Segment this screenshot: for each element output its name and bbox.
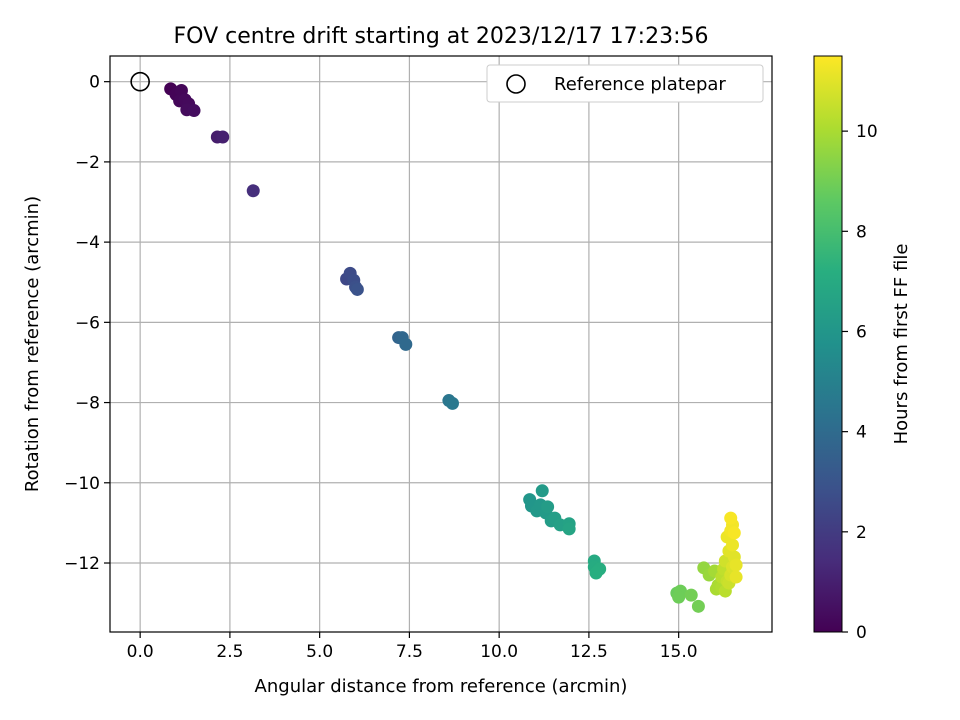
legend-label: Reference platepar xyxy=(554,74,726,95)
x-tick-label: 12.5 xyxy=(570,642,608,662)
y-tick-label: 0 xyxy=(89,73,100,93)
data-point xyxy=(729,558,743,572)
data-point xyxy=(729,570,743,584)
legend: Reference platepar xyxy=(486,64,764,103)
y-axis: 0 −2 −4 −6 −8 −10 −12 xyxy=(64,73,110,574)
data-point xyxy=(399,337,413,351)
y-tick-label: −10 xyxy=(64,474,100,494)
y-tick-label: −12 xyxy=(64,554,100,574)
colorbar: 0 2 4 6 8 10 Hours from first FF file xyxy=(813,55,912,643)
reference-point xyxy=(130,71,150,92)
y-tick-label: −2 xyxy=(75,153,100,173)
data-point xyxy=(246,184,260,198)
grid xyxy=(110,56,772,632)
x-tick-label: 10.0 xyxy=(480,642,518,662)
data-points xyxy=(164,82,743,613)
data-point xyxy=(672,590,686,604)
x-tick-label: 0.0 xyxy=(127,642,154,662)
data-point xyxy=(350,282,364,296)
x-axis: 0.0 2.5 5.0 7.5 10.0 12.5 15.0 xyxy=(127,632,698,662)
y-tick-label: −4 xyxy=(75,233,100,253)
data-point xyxy=(445,396,459,410)
colorbar-tick-label: 0 xyxy=(856,623,867,643)
x-tick-label: 2.5 xyxy=(216,642,243,662)
data-point xyxy=(684,588,698,602)
chart-title: FOV centre drift starting at 2023/12/17 … xyxy=(174,24,709,49)
data-point xyxy=(535,484,549,498)
data-point xyxy=(562,522,576,536)
y-tick-label: −6 xyxy=(75,313,100,333)
colorbar-label: Hours from first FF file xyxy=(891,244,912,445)
colorbar-tick-label: 4 xyxy=(856,423,867,443)
y-axis-label: Rotation from reference (arcmin) xyxy=(22,196,43,492)
legend-box xyxy=(486,64,764,103)
colorbar-gradient xyxy=(813,55,843,633)
legend-marker-icon xyxy=(506,74,526,94)
data-point xyxy=(726,538,740,552)
data-point xyxy=(727,526,741,540)
plot-frame xyxy=(109,55,773,633)
colorbar-tick-label: 2 xyxy=(856,523,867,543)
data-point xyxy=(589,566,603,580)
data-point xyxy=(724,511,738,525)
data-point xyxy=(541,500,555,514)
data-point xyxy=(216,130,230,144)
data-point xyxy=(691,599,705,613)
colorbar-ticks: 0 2 4 6 8 10 xyxy=(842,122,878,643)
x-tick-label: 5.0 xyxy=(306,642,333,662)
colorbar-tick-label: 8 xyxy=(856,222,867,242)
colorbar-tick-label: 10 xyxy=(856,122,878,142)
colorbar-tick-label: 6 xyxy=(856,322,867,342)
y-tick-label: −8 xyxy=(75,394,100,414)
x-axis-label: Angular distance from reference (arcmin) xyxy=(255,676,628,697)
data-point xyxy=(187,104,201,118)
x-tick-label: 7.5 xyxy=(396,642,423,662)
x-tick-label: 15.0 xyxy=(660,642,698,662)
